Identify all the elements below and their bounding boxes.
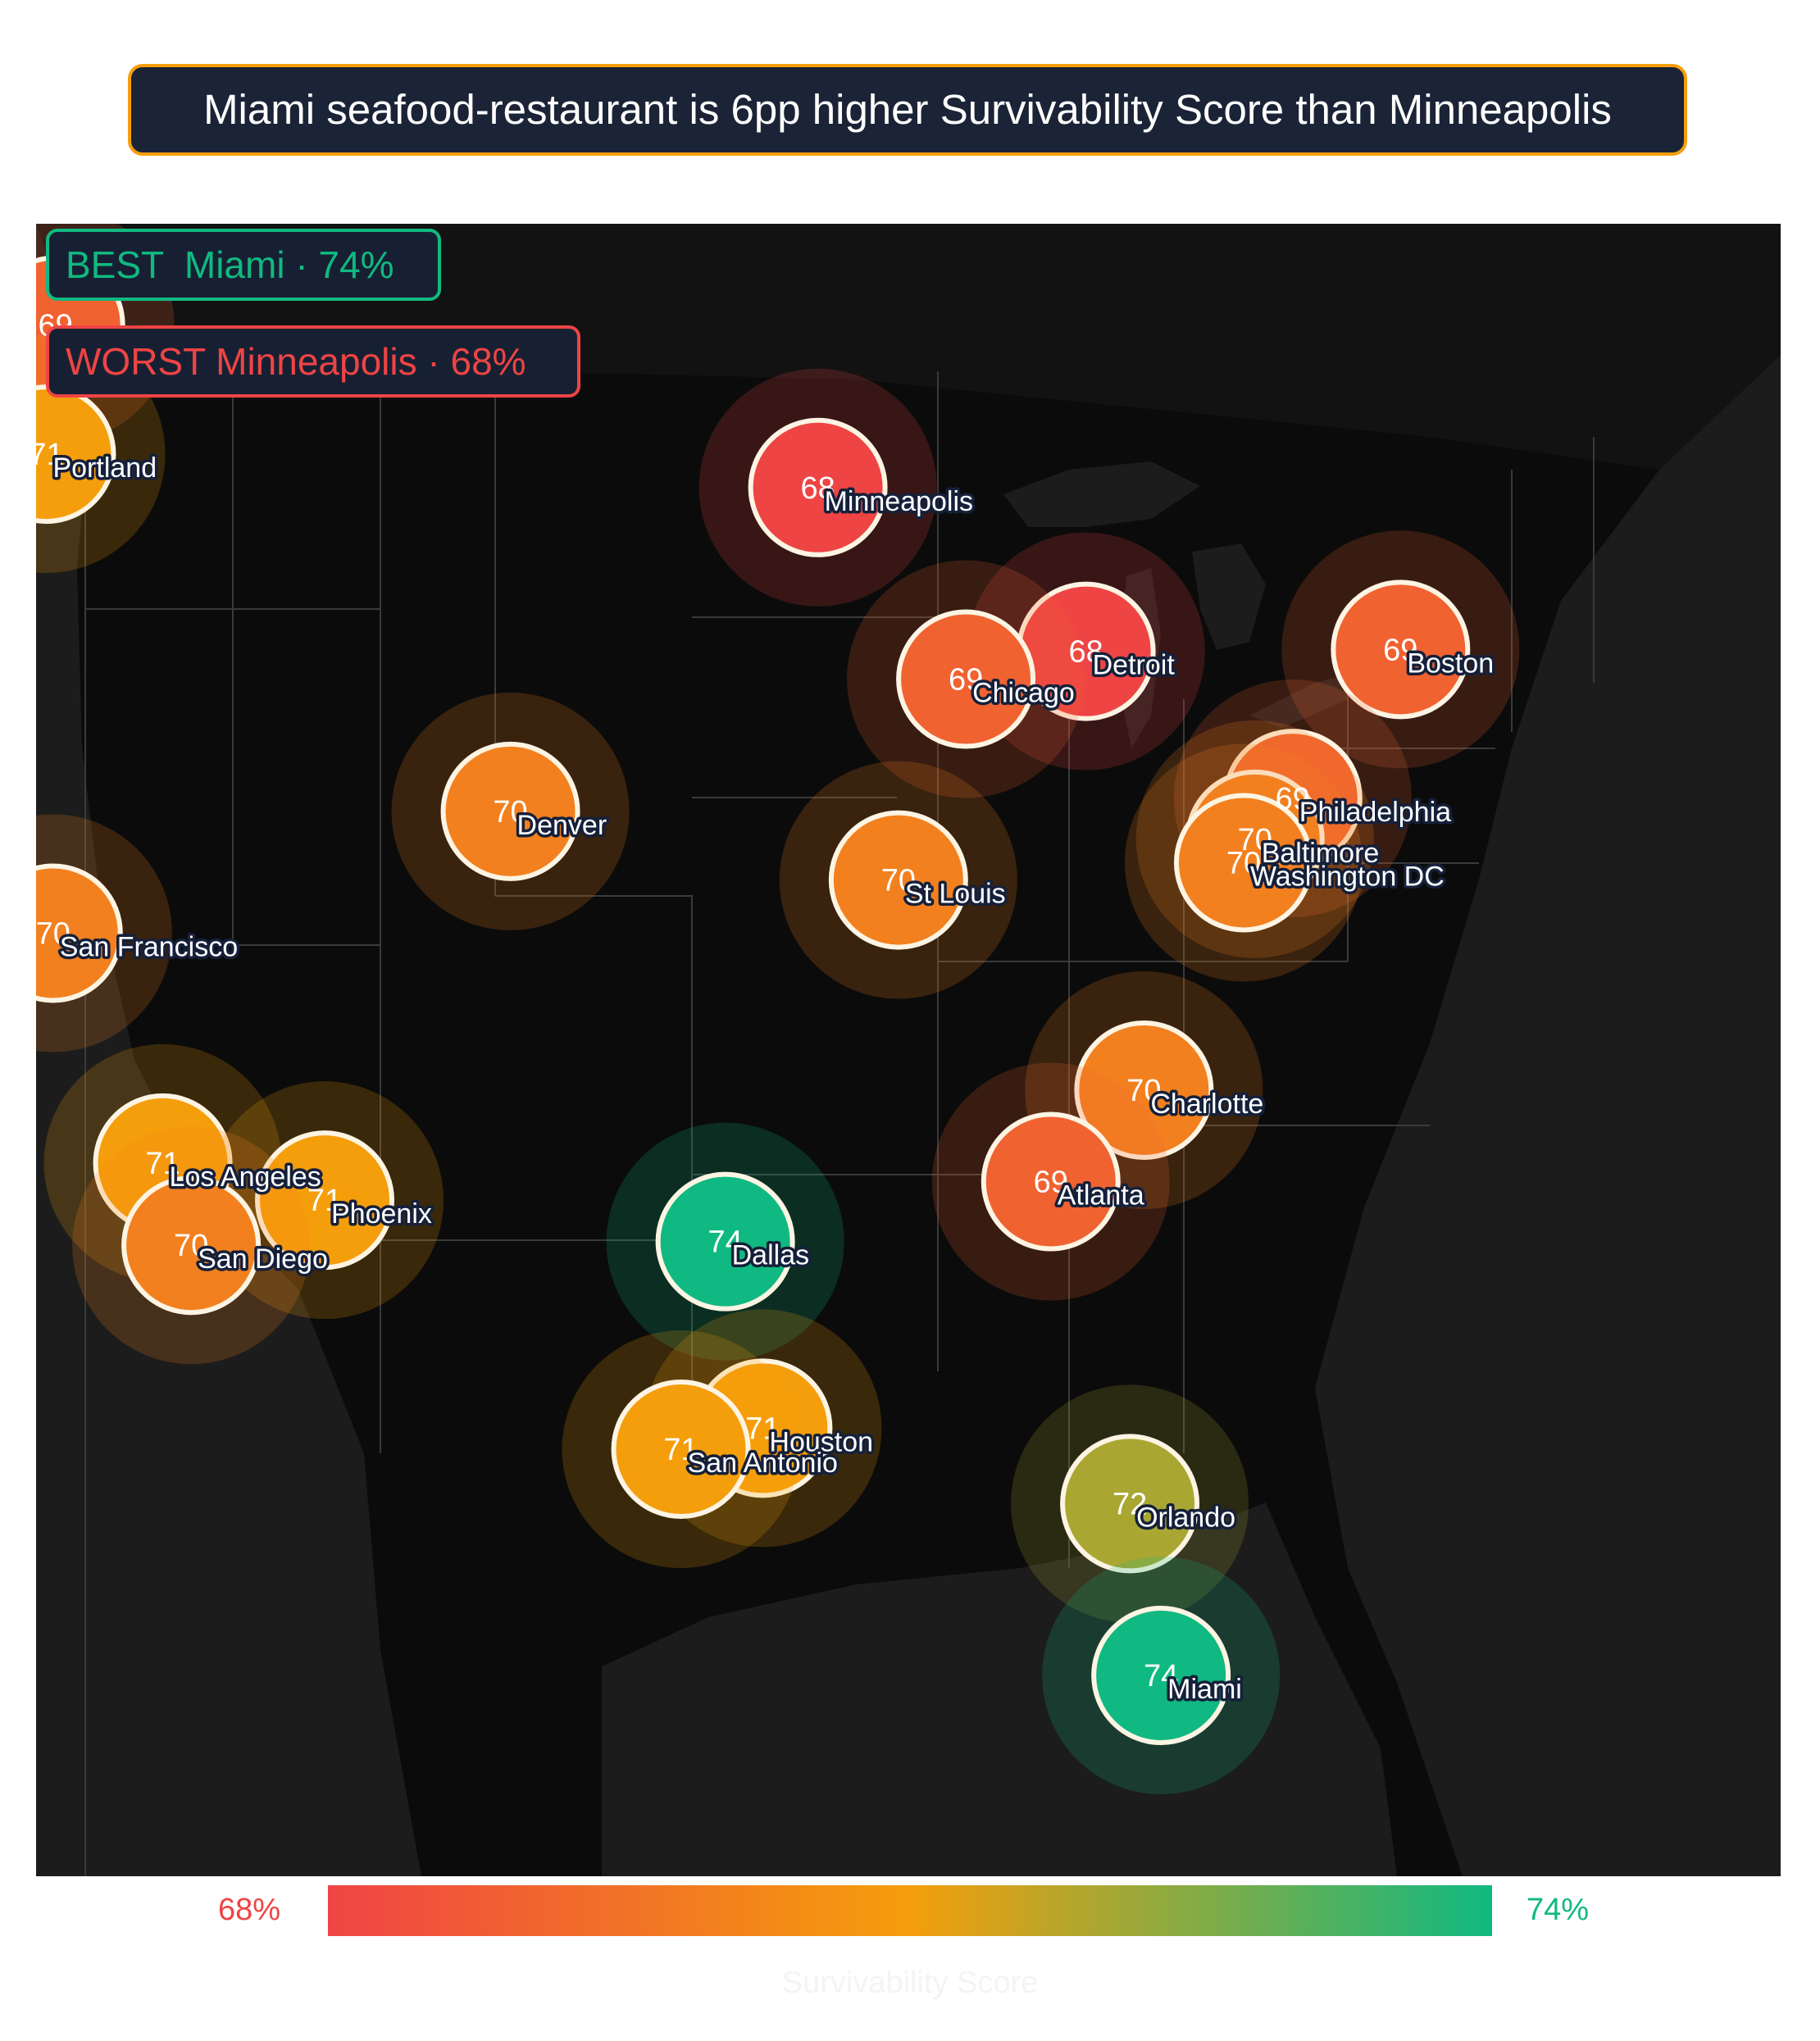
city-label-charlotte: Charlotte xyxy=(1150,1089,1263,1120)
score-value-charlotte: 70 xyxy=(1126,1074,1161,1108)
score-value-san-diego: 70 xyxy=(174,1229,208,1263)
city-label-baltimore: Baltimore xyxy=(1262,838,1380,869)
city-label-san-francisco: San Francisco xyxy=(60,931,238,962)
city-label-chicago: Chicago xyxy=(972,678,1075,709)
city-marker-dallas[interactable] xyxy=(655,1171,795,1311)
basemap: 69Seattle71Portland68Minneapolis68Detroi… xyxy=(36,224,1781,1876)
score-value-orlando: 72 xyxy=(1112,1487,1147,1521)
city-label-phoenix: Phoenix xyxy=(331,1198,432,1230)
map-panel[interactable]: 69Seattle71Portland68Minneapolis68Detroi… xyxy=(36,224,1781,1876)
atlantic-ocean xyxy=(1315,355,1781,1876)
city-marker-miami[interactable] xyxy=(1091,1605,1231,1745)
score-value-chicago: 69 xyxy=(949,663,983,698)
score-value-dallas: 74 xyxy=(708,1225,742,1260)
headline-banner: Miami seafood-restaurant is 6pp higher S… xyxy=(128,64,1687,156)
score-value-denver: 70 xyxy=(493,795,527,830)
score-value-phoenix: 71 xyxy=(307,1184,342,1218)
city-labels: 69Seattle71Portland68Minneapolis68Detroi… xyxy=(36,309,1497,1708)
score-value-san-francisco: 70 xyxy=(36,916,71,951)
lake-huron xyxy=(1192,543,1266,650)
city-marker-charlotte[interactable] xyxy=(1074,1020,1214,1160)
city-marker-san-francisco[interactable] xyxy=(36,863,123,1003)
legend-max-label: 74% xyxy=(1527,1893,1590,1927)
city-label-portland: Portland xyxy=(52,452,157,484)
city-marker-washington-dc[interactable] xyxy=(1173,793,1313,933)
score-value-portland: 71 xyxy=(36,438,64,472)
city-label-denver: Denver xyxy=(517,810,607,841)
city-label-st-louis: St Louis xyxy=(905,879,1006,910)
city-label-philadelphia: Philadelphia xyxy=(1299,797,1451,828)
score-value-boston: 69 xyxy=(1383,633,1417,667)
gulf-of-mexico xyxy=(602,1502,1397,1876)
city-marker-chicago[interactable] xyxy=(896,609,1036,749)
city-marker-phoenix[interactable] xyxy=(255,1130,394,1271)
city-label-dallas: Dallas xyxy=(732,1240,809,1271)
score-value-atlanta: 69 xyxy=(1034,1166,1068,1200)
city-label-boston: Boston xyxy=(1407,648,1494,679)
legend-title: Survivability Score xyxy=(781,1966,1039,2000)
legend-min-label: 68% xyxy=(218,1893,281,1927)
lake-superior xyxy=(1003,461,1200,527)
city-marker-san-antonio[interactable] xyxy=(611,1380,751,1520)
score-value-baltimore: 70 xyxy=(1238,823,1272,857)
city-label-orlando: Orlando xyxy=(1136,1502,1235,1533)
city-label-minneapolis: Minneapolis xyxy=(825,486,973,517)
city-label-detroit: Detroit xyxy=(1093,650,1176,681)
lake-erie xyxy=(1249,670,1364,728)
canada-region xyxy=(36,224,1781,470)
city-marker-st-louis[interactable] xyxy=(828,810,968,950)
score-value-minneapolis: 68 xyxy=(800,471,835,506)
worst-city-callout: WORST Minneapolis · 68% xyxy=(46,325,580,398)
legend-color-bar xyxy=(328,1885,1492,1936)
city-marker-denver[interactable] xyxy=(440,741,580,881)
city-label-san-antonio: San Antonio xyxy=(688,1448,838,1479)
score-value-los-angeles: 71 xyxy=(145,1147,180,1181)
city-label-los-angeles: Los Angeles xyxy=(170,1161,321,1193)
pacific-ocean xyxy=(36,224,421,1876)
score-value-miami: 74 xyxy=(1144,1659,1178,1693)
best-city-callout: BEST Miami · 74% xyxy=(46,229,441,301)
score-value-washington-dc: 70 xyxy=(1226,846,1261,880)
city-marker-orlando[interactable] xyxy=(1060,1434,1200,1574)
city-label-houston: Houston xyxy=(769,1426,873,1457)
city-label-atlanta: Atlanta xyxy=(1058,1180,1144,1211)
city-label-san-diego: San Diego xyxy=(198,1243,328,1275)
score-value-san-antonio: 71 xyxy=(663,1433,698,1467)
score-value-houston: 71 xyxy=(745,1411,780,1446)
score-value-philadelphia: 69 xyxy=(1276,782,1310,816)
city-label-washington-dc: Washington DC xyxy=(1250,861,1445,892)
city-marker-san-diego[interactable] xyxy=(121,1175,262,1316)
city-label-miami: Miami xyxy=(1167,1674,1242,1705)
city-bubbles xyxy=(36,224,1520,1794)
city-marker-boston[interactable] xyxy=(1331,580,1471,720)
score-value-detroit: 68 xyxy=(1068,635,1103,670)
city-marker-minneapolis[interactable] xyxy=(748,417,888,557)
city-marker-atlanta[interactable] xyxy=(981,1111,1121,1252)
score-value-st-louis: 70 xyxy=(881,864,916,898)
